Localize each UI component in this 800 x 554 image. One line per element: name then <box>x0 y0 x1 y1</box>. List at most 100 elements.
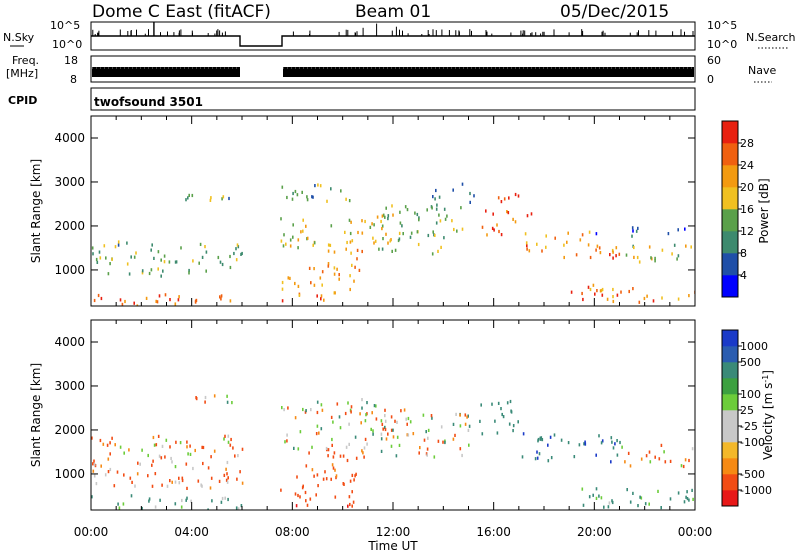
data-cell <box>514 220 517 224</box>
data-cell <box>361 249 363 254</box>
data-cell <box>136 304 139 306</box>
data-cell <box>334 495 337 499</box>
data-cell <box>289 244 292 248</box>
data-cell <box>600 441 603 445</box>
colorbar-segment <box>722 362 738 379</box>
data-cell <box>155 299 157 303</box>
data-cell <box>435 207 438 211</box>
data-cell <box>113 484 116 488</box>
data-cell <box>387 432 389 436</box>
data-cell <box>422 413 425 417</box>
data-cell <box>380 419 383 423</box>
velocity-colorbar-tick: 500 <box>740 356 761 369</box>
data-cell <box>137 461 139 465</box>
data-cell <box>684 227 686 231</box>
data-cell <box>296 193 299 197</box>
data-cell <box>575 253 578 257</box>
data-cell <box>673 243 676 247</box>
data-cell <box>494 419 496 423</box>
data-cell <box>461 453 463 458</box>
data-cell <box>592 493 594 497</box>
data-cell <box>426 453 428 457</box>
data-cell <box>332 466 335 470</box>
data-cell <box>644 502 647 506</box>
nsearch-tick-top: 10^5 <box>707 19 737 32</box>
data-cell <box>380 449 383 453</box>
data-cell <box>305 464 308 468</box>
data-cell <box>229 254 231 259</box>
freq-label-2: [MHz] <box>6 67 38 80</box>
data-cell <box>232 446 234 450</box>
data-cell <box>324 470 326 474</box>
y-tick-label: 4000 <box>54 131 85 145</box>
data-cell <box>638 260 641 264</box>
data-cell <box>175 440 177 444</box>
data-cell <box>293 446 295 450</box>
nave-band-1 <box>92 67 240 77</box>
data-cell <box>517 420 519 424</box>
data-cell <box>308 451 310 455</box>
data-cell <box>171 480 173 484</box>
data-cell <box>209 486 212 490</box>
data-cell <box>372 429 374 433</box>
data-cell <box>316 400 319 404</box>
data-cell <box>438 195 441 199</box>
data-cell <box>320 403 323 407</box>
data-cell <box>677 297 680 301</box>
data-cell <box>443 207 446 211</box>
data-cell <box>134 484 136 488</box>
data-cell <box>660 443 663 447</box>
data-cell <box>356 248 359 252</box>
data-cell <box>157 267 159 271</box>
data-cell <box>354 265 356 269</box>
data-cell <box>407 433 410 437</box>
velocity-ylabel: Slant Range [km] <box>29 363 43 467</box>
data-cell <box>615 246 618 250</box>
data-cell <box>96 260 99 264</box>
data-cell <box>587 243 590 247</box>
data-cell <box>175 260 178 264</box>
data-cell <box>407 416 410 421</box>
data-cell <box>306 503 309 507</box>
data-cell <box>98 250 101 254</box>
data-cell <box>660 506 662 510</box>
data-cell <box>316 294 318 298</box>
data-cell <box>567 231 569 235</box>
data-cell <box>160 456 163 460</box>
data-cell <box>174 465 177 469</box>
data-cell <box>327 243 330 247</box>
data-cell <box>281 280 284 285</box>
data-cell <box>354 474 356 478</box>
data-cell <box>344 230 346 234</box>
data-cell <box>217 255 220 260</box>
data-cell <box>657 489 659 493</box>
data-cell <box>220 297 222 301</box>
data-cell <box>473 194 475 198</box>
data-cell <box>237 454 239 458</box>
data-cell <box>308 266 311 270</box>
data-cell <box>480 403 482 407</box>
station-title: Dome C East (fitACF) <box>92 2 271 22</box>
data-cell <box>654 455 656 459</box>
colorbar-segment <box>722 231 738 254</box>
data-cell <box>633 245 635 250</box>
data-cell <box>320 297 322 301</box>
data-cell <box>223 437 225 441</box>
data-cell <box>164 293 167 297</box>
data-cell <box>583 442 585 446</box>
data-cell <box>347 504 349 508</box>
data-cell <box>628 289 630 294</box>
data-cell <box>612 299 615 304</box>
x-tick-label: 00:00 <box>74 525 109 539</box>
data-cell <box>91 436 93 440</box>
data-cell <box>654 259 656 263</box>
data-cell <box>545 234 547 238</box>
data-cell <box>147 474 149 478</box>
x-tick-label: 04:00 <box>174 525 209 539</box>
nave-tick-bottom: 0 <box>707 73 714 86</box>
colorbar-segment <box>722 253 738 276</box>
data-cell <box>468 443 470 447</box>
data-cell <box>284 440 286 444</box>
data-cell <box>332 455 335 459</box>
